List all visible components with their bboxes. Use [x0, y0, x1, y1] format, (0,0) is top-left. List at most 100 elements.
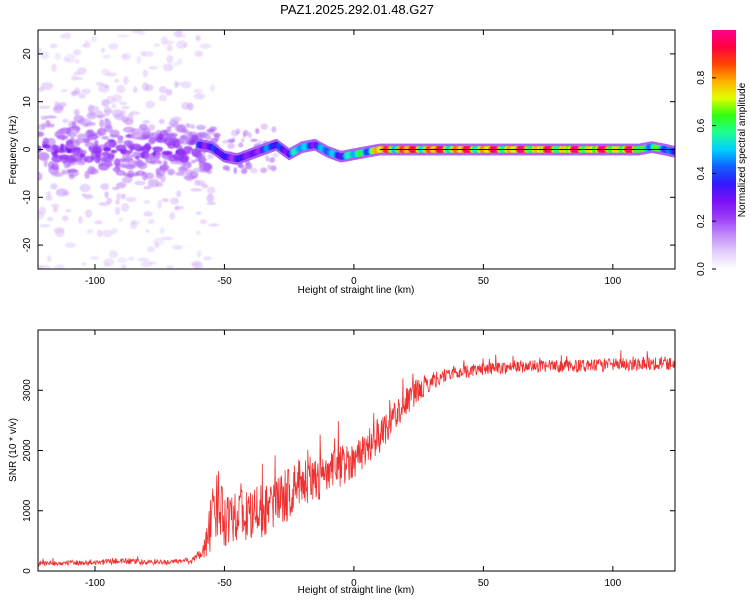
spectrogram-noise-cell [166, 126, 172, 130]
spectrogram-noise-cell [81, 262, 87, 266]
spectrogram-x-tick-label: 100 [605, 276, 622, 287]
spectrogram-noise-cell [56, 135, 69, 140]
spectrogram-noise-cell [167, 168, 175, 176]
spectrogram-noise-cell [122, 76, 129, 85]
spectrogram-noise-cell [71, 120, 77, 129]
spectrogram-noise-cell [157, 133, 164, 140]
colorbar-tick-label: 0.2 [696, 214, 707, 228]
spectrogram-noise-cell [54, 52, 61, 61]
snr-x-tick-label: 50 [478, 578, 490, 589]
spectrogram-noise-cell [141, 144, 151, 154]
spectrogram-noise-cell [83, 155, 94, 163]
spectrogram-noise-cell [45, 115, 57, 119]
spectrogram-noise-cell [77, 133, 87, 140]
spectrogram-noise-cell [75, 59, 80, 64]
spectrogram-noise-cell [194, 151, 203, 159]
spectrogram-y-tick-label: -20 [22, 237, 33, 252]
spectrogram-noise-cell [38, 152, 50, 161]
spectrogram-noise-cell [169, 212, 176, 220]
spectrogram-noise-cell [164, 128, 172, 133]
spectrogram-noise-cell [128, 159, 138, 167]
spectrogram-noise-cell [127, 169, 134, 179]
spectrogram-noise-cell [78, 215, 83, 224]
spectrogram-noise-cell [104, 191, 109, 199]
spectrogram-noise-cell [38, 131, 45, 137]
spectrogram-noise-cell [117, 33, 129, 38]
spectrogram-noise-cell [238, 142, 244, 148]
spectrogram-noise-cell [180, 164, 189, 171]
spectrogram-noise-cell [99, 119, 105, 128]
spectrogram-noise-cell [182, 43, 188, 48]
spectrogram-noise-cell [64, 54, 77, 63]
spectrogram-noise-cell [54, 228, 65, 238]
spectrogram-noise-cell [86, 134, 99, 141]
spectrogram-y-tick-label: -10 [22, 190, 33, 205]
spectrogram-noise-cell [51, 154, 63, 163]
spectrogram-noise-cell [100, 47, 106, 53]
spectrogram-noise-cell [122, 53, 132, 60]
spectrogram-noise-cell [81, 193, 87, 197]
spectrogram-noise-cell [111, 186, 120, 191]
spectrogram-noise-cell [121, 105, 130, 110]
spectrogram-noise-cell [173, 62, 179, 67]
spectrogram-noise-cell [78, 93, 86, 99]
spectrogram-noise-cell [210, 84, 215, 92]
spectrogram-noise-cell [145, 157, 157, 164]
spectrogram-noise-cell [84, 141, 95, 148]
colorbar-ticks: 0.0 0.2 0.4 0.6 0.8 [696, 70, 716, 276]
colorbar-tick-label: 0.6 [696, 118, 707, 132]
spectrogram-noise-cell [240, 138, 245, 143]
spectrogram-noise-cell [80, 153, 86, 158]
spectrogram-noise-cell [202, 256, 213, 261]
spectrogram-noise-cell [142, 51, 154, 57]
snr-y-label: SNR (10 * v/v) [8, 418, 19, 482]
spectrogram-noise-cell [129, 144, 135, 151]
spectrogram-noise-cell [235, 128, 241, 133]
spectrogram-noise-cell [79, 183, 91, 193]
spectrogram-noise-cell [42, 137, 50, 147]
spectrogram-noise-cell [89, 168, 99, 175]
spectrogram-y-tick-label: 0 [22, 146, 33, 152]
spectrogram-noise-cell [148, 218, 155, 225]
spectrogram-noise-cell [139, 131, 151, 135]
spectrogram-noise-cell [206, 186, 216, 195]
spectrogram-noise-cell [116, 84, 126, 94]
spectrogram-noise-cell [238, 163, 245, 169]
spectrogram-noise-cell [147, 178, 159, 185]
spectrogram-noise-cell [168, 119, 179, 128]
spectrogram-noise-cell [41, 122, 47, 130]
spectrogram-noise-cell [206, 193, 214, 203]
spectrogram-noise-cell [199, 219, 207, 225]
spectrogram-noise-cell [95, 157, 103, 161]
snr-panel: -100 -50 0 50 100 0 1000 2000 3000 Height of st… [8, 329, 676, 596]
spectrogram-noise-cell [138, 30, 146, 36]
spectrogram-noise-cell [174, 205, 184, 210]
spectrogram-noise-cell [260, 123, 269, 130]
spectrogram-y-axis: -20 -10 0 10 20 [22, 48, 675, 252]
spectrogram-noise-cell [145, 100, 156, 109]
spectrogram-noise-cell [240, 168, 247, 175]
spectrogram-noise-cell [271, 126, 277, 133]
spectrogram-noise-cell [129, 110, 140, 116]
spectrogram-noise-cell [247, 132, 252, 139]
spectrogram-noise-cell [175, 30, 184, 35]
snr-y-tick-label: 1000 [22, 499, 33, 522]
spectrogram-noise-cell [94, 220, 103, 225]
spectrogram-noise-cell [54, 101, 60, 110]
spectrogram-noise-cell [81, 88, 91, 95]
spectrogram-noise-cell [158, 118, 165, 125]
spectrogram-noise-cell [73, 138, 85, 144]
spectrogram-noise-cell [153, 43, 161, 47]
spectrogram-noise-cell [196, 250, 202, 258]
spectrogram-noise-cell [269, 157, 276, 163]
spectrogram-noise-cell [61, 154, 68, 164]
snr-y-tick-label: 3000 [22, 379, 33, 402]
spectrogram-y-tick-label: 20 [22, 48, 33, 60]
spectrogram-noise-cell [190, 124, 195, 130]
spectrogram-noise-cell [196, 211, 201, 215]
colorbar-label: Normalized spectral amplitude [737, 82, 748, 217]
spectrogram-noise-cell [86, 129, 94, 134]
spectrogram-noise-cell [47, 255, 52, 262]
spectrogram-noise-cell [213, 132, 221, 138]
spectrogram-noise-cell [38, 210, 45, 220]
